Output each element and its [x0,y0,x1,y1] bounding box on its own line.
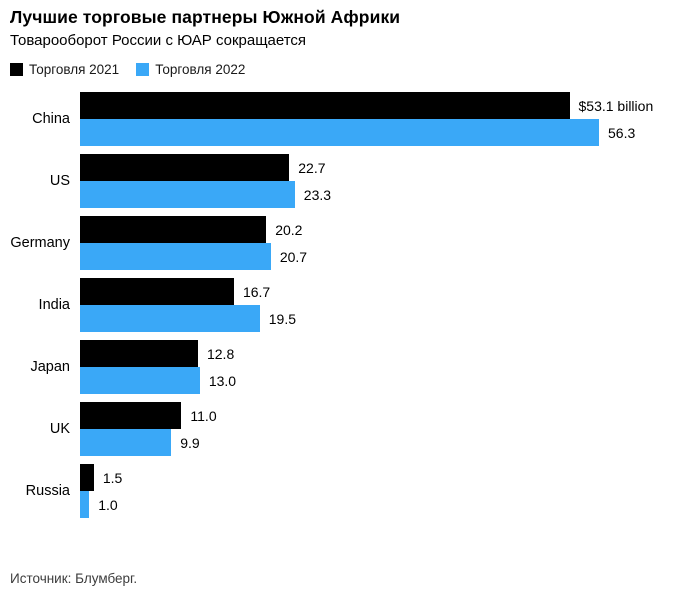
source-note: Источник: Блумберг. [10,571,138,586]
bar-2021 [80,464,94,491]
chart-row: Germany 20.2 20.7 [0,216,676,270]
bar-line: 11.0 [80,402,217,429]
bar-2022 [80,305,260,332]
bar-line: 16.7 [80,278,296,305]
bar-value-label: 13.0 [208,372,237,389]
category-label: Russia [25,483,70,499]
category-label: India [38,297,70,313]
bar-2021 [80,278,234,305]
bar-value-label: $53.1 billion [578,97,654,114]
legend-label-2022: Торговля 2022 [155,62,246,77]
bar-value-label: 1.5 [102,469,123,486]
bar-group: 12.8 13.0 [80,340,236,394]
legend-item-2021: Торговля 2021 [10,62,119,77]
bar-group: 22.7 23.3 [80,154,331,208]
bar-value-label: 16.7 [242,283,271,300]
chart-row: Japan 12.8 13.0 [0,340,676,394]
bar-value-label: 19.5 [268,310,296,327]
bar-2022 [80,119,599,146]
bar-2022 [80,429,172,456]
bar-line: 9.9 [80,429,217,456]
chart-row: Russia 1.5 1.0 [0,464,676,518]
bar-2021 [80,216,267,243]
chart-title: Лучшие торговые партнеры Южной Африки [10,7,401,27]
legend-label-2021: Торговля 2021 [29,62,120,77]
bar-line: 20.7 [80,243,307,270]
bar-line: 19.5 [80,305,296,332]
chart-subtitle: Товарооборот России с ЮАР сокращается [10,32,307,49]
bar-line: 23.3 [80,181,331,208]
bar-chart: China $53.1 billion 56.3 US 22.7 23.3 Germany 2… [0,92,676,518]
bar-value-label: 11.0 [190,407,217,424]
chart-row: US 22.7 23.3 [0,154,676,208]
bar-line: 1.5 [80,464,122,491]
bar-line: $53.1 billion [80,92,653,119]
legend-item-2022: Торговля 2022 [136,62,245,77]
bar-2022 [80,367,200,394]
bar-2021 [80,154,290,181]
bar-line: 12.8 [80,340,236,367]
bar-line: 56.3 [80,119,653,146]
chart-row: India 16.7 19.5 [0,278,676,332]
chart-row: UK 11.0 9.9 [0,402,676,456]
bar-value-label: 56.3 [608,124,636,141]
category-label: Japan [30,359,70,375]
chart-row: China $53.1 billion 56.3 [0,92,676,146]
bar-value-label: 9.9 [180,434,200,451]
legend-swatch-2022-icon [136,63,150,76]
bar-2022 [80,181,295,208]
bar-2022 [80,243,271,270]
bar-group: $53.1 billion 56.3 [80,92,653,146]
bar-line: 22.7 [80,154,331,181]
category-label: Germany [10,235,70,251]
bar-value-label: 20.7 [279,248,308,265]
bar-2022 [80,491,90,518]
bar-value-label: 22.7 [298,159,326,176]
bar-line: 1.0 [80,491,122,518]
category-label: China [32,111,70,127]
bar-line: 13.0 [80,367,236,394]
bar-2021 [80,340,198,367]
bar-value-label: 1.0 [98,496,118,513]
bar-2021 [80,402,182,429]
bar-group: 20.2 20.7 [80,216,307,270]
bar-2021 [80,92,570,119]
bar-value-label: 12.8 [206,345,235,362]
category-label: US [49,173,70,189]
chart-legend: Торговля 2021 Торговля 2022 [10,62,666,77]
bar-value-label: 20.2 [275,221,303,238]
legend-swatch-2021-icon [10,63,23,76]
bar-line: 20.2 [80,216,307,243]
bar-value-label: 23.3 [303,186,332,203]
category-label: UK [49,421,70,437]
bar-group: 16.7 19.5 [80,278,296,332]
bar-group: 11.0 9.9 [80,402,217,456]
bar-group: 1.5 1.0 [80,464,122,518]
